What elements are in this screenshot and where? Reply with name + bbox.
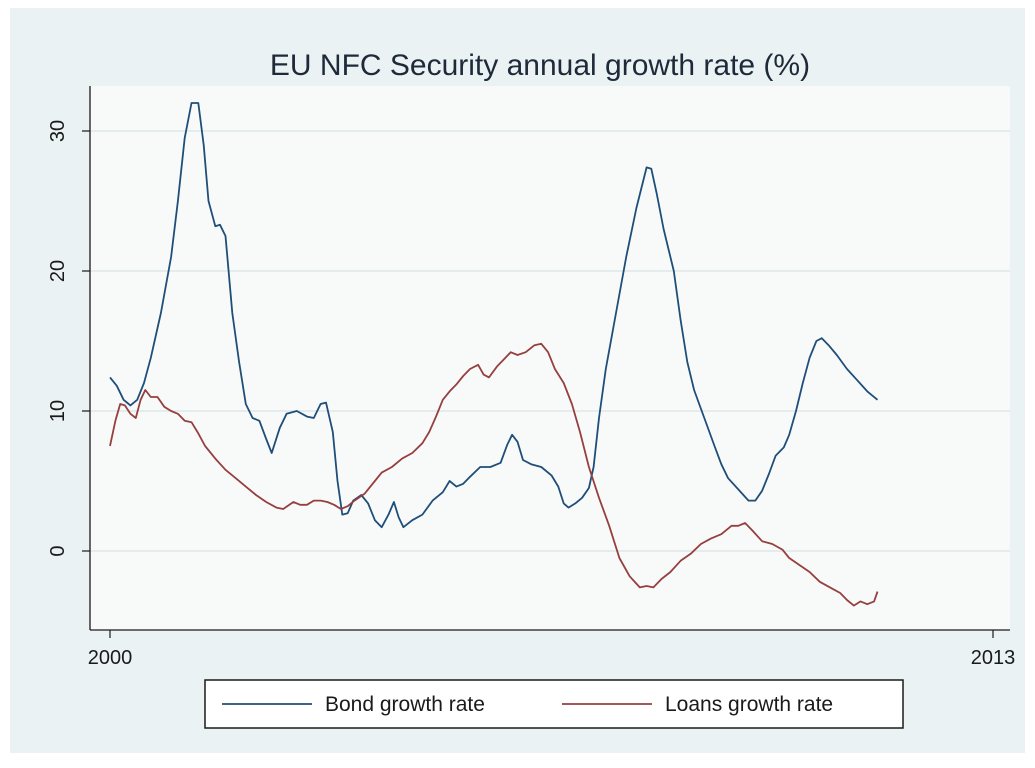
x-tick-label-2000: 2000 xyxy=(88,647,133,669)
y-tick-label-10: 10 xyxy=(47,400,69,422)
x-tick-label-2013: 2013 xyxy=(971,647,1016,669)
y-tick-label-20: 20 xyxy=(47,260,69,282)
legend-label-loans: Loans growth rate xyxy=(665,693,833,716)
grid-layer xyxy=(90,130,1010,552)
series-layer xyxy=(109,102,879,607)
chart-title: EU NFC Security annual growth rate (%) xyxy=(270,49,810,82)
y-tick-label-0: 0 xyxy=(47,545,69,556)
legend-label-bond: Bond growth rate xyxy=(325,693,485,716)
y-tick-label-30: 30 xyxy=(47,120,69,142)
legend-box xyxy=(204,679,904,729)
legend: Bond growth rate Loans growth rate xyxy=(204,679,904,729)
series-line-loans xyxy=(109,342,879,607)
axis-layer: 0 10 20 30 2000 2013 xyxy=(47,86,1015,669)
series-line-bond xyxy=(109,102,879,529)
